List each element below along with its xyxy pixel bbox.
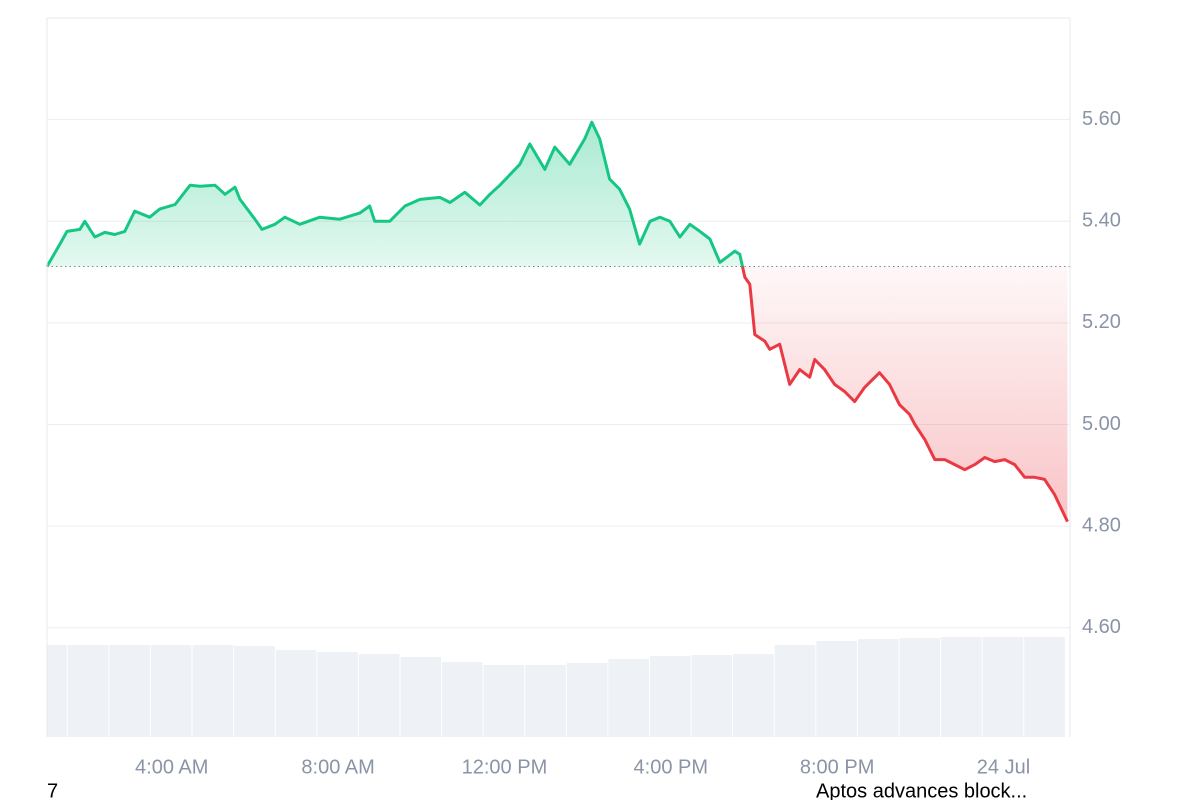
volume-bar <box>774 645 816 737</box>
volume-bar <box>192 645 234 737</box>
volume-bar <box>275 650 317 737</box>
volume-layer <box>47 637 1065 737</box>
volume-bar <box>525 665 566 737</box>
x-tick-label: 8:00 PM <box>800 756 874 778</box>
y-tick-label: 5.40 <box>1082 210 1121 232</box>
volume-bar <box>483 665 525 737</box>
labels-layer: 4.60 4.80 5.00 5.20 5.40 5.60 4:00 AM 8:00 AM 12… <box>135 108 1121 778</box>
volume-bar <box>67 645 109 737</box>
volume-bar <box>691 655 733 737</box>
footer-left: 7 <box>47 780 58 800</box>
volume-bar <box>317 652 358 737</box>
volume-bar <box>816 641 857 737</box>
volume-bar <box>733 654 774 737</box>
volume-bar <box>566 663 608 737</box>
volume-bar <box>109 645 150 737</box>
x-tick-label: 4:00 PM <box>634 756 708 778</box>
volume-bar <box>941 637 982 737</box>
volume-bar <box>358 654 400 737</box>
x-tick-label: 8:00 AM <box>301 756 374 778</box>
volume-bar <box>899 638 941 737</box>
x-tick-label: 12:00 PM <box>462 756 548 778</box>
y-tick-label: 4.60 <box>1082 616 1121 638</box>
x-tick-label: 4:00 AM <box>135 756 208 778</box>
price-line <box>45 120 1069 523</box>
volume-bar <box>47 645 67 737</box>
volume-bar <box>400 657 442 737</box>
price-area <box>47 122 1068 522</box>
y-tick-label: 5.60 <box>1082 108 1121 130</box>
volume-bar <box>857 639 899 737</box>
volume-bar <box>1024 637 1065 737</box>
y-tick-label: 5.00 <box>1082 413 1121 435</box>
y-tick-label: 5.20 <box>1082 311 1121 333</box>
y-tick-label: 4.80 <box>1082 514 1121 536</box>
volume-bar <box>234 646 275 737</box>
x-tick-label: 24 Jul <box>977 756 1030 778</box>
volume-bar <box>982 637 1024 737</box>
footer-right: Aptos advances block... <box>816 780 1027 800</box>
volume-bar <box>608 659 649 737</box>
volume-bar <box>150 645 192 737</box>
volume-bar <box>649 656 691 737</box>
plot-layer <box>45 120 1070 523</box>
volume-bar <box>442 662 483 737</box>
